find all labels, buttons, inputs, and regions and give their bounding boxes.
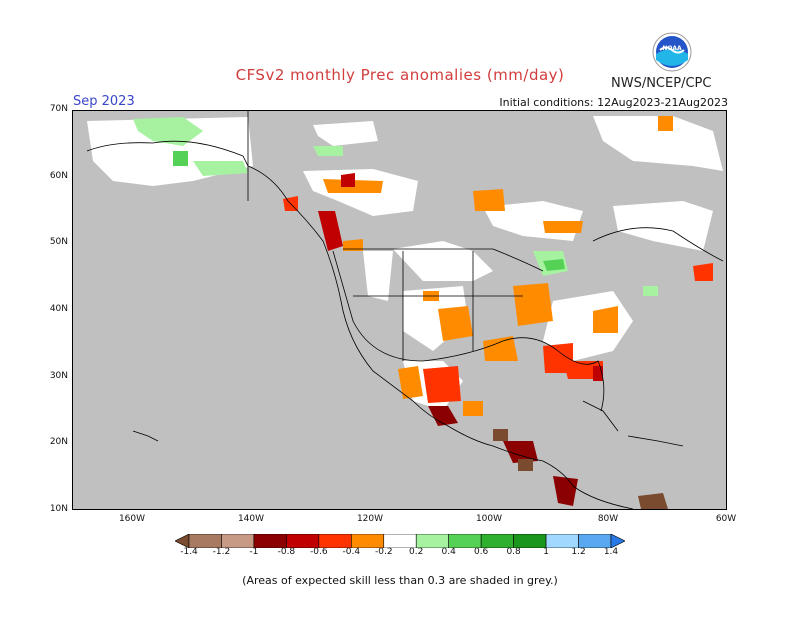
colorbar-tick-label: -1.2 bbox=[212, 547, 231, 557]
wet-medium-areas bbox=[173, 151, 565, 271]
lat-label-60n: 60N bbox=[49, 171, 68, 181]
colorbar-tick-label: 0.2 bbox=[409, 547, 424, 557]
colorbar-tick-label: -1 bbox=[249, 547, 259, 557]
dry-medium-areas bbox=[283, 196, 713, 403]
dry-brown-areas bbox=[493, 429, 668, 509]
colorbar-cell bbox=[188, 534, 222, 548]
colorbar-cell bbox=[318, 534, 352, 548]
dry-extreme-areas bbox=[428, 406, 578, 506]
colorbar-tick-label: -0.2 bbox=[374, 547, 393, 557]
colorbar-tick-label: 1.2 bbox=[571, 547, 586, 557]
coastlines bbox=[86, 111, 724, 509]
colorbar-tick-label: 1.4 bbox=[603, 547, 619, 557]
colorbar-tick-label: -1.4 bbox=[180, 547, 198, 557]
lon-label-120w: 120W bbox=[356, 514, 384, 524]
colorbar-cell bbox=[578, 534, 612, 548]
lat-label-30n: 30N bbox=[49, 371, 68, 381]
lon-label-100w: 100W bbox=[475, 514, 503, 524]
colorbar-tick-label: -0.4 bbox=[342, 547, 361, 557]
colorbar-cell bbox=[545, 534, 579, 548]
dry-light-areas bbox=[323, 116, 673, 416]
svg-text:NOAA: NOAA bbox=[662, 45, 682, 52]
colorbar-cell bbox=[383, 534, 417, 548]
colorbar-tick-label: 1 bbox=[543, 547, 549, 557]
lat-label-10n: 10N bbox=[49, 504, 68, 514]
colorbar-cell bbox=[480, 534, 514, 548]
colorbar-cell bbox=[286, 534, 320, 548]
colorbar-tick-label: 0.6 bbox=[473, 547, 489, 557]
noaa-logo-icon: NOAA bbox=[652, 32, 692, 72]
forecast-month: Sep 2023 bbox=[73, 94, 135, 109]
colorbar-cell bbox=[175, 534, 190, 548]
organization-label: NWS/NCEP/CPC bbox=[611, 76, 712, 91]
colorbar-cell bbox=[513, 534, 547, 548]
skill-footnote: (Areas of expected skill less than 0.3 a… bbox=[242, 574, 558, 587]
colorbar-cell bbox=[351, 534, 385, 548]
lat-label-20n: 20N bbox=[49, 437, 68, 447]
map-canvas bbox=[86, 111, 724, 509]
lat-label-70n: 70N bbox=[49, 104, 68, 114]
colorbar-tick-label: -0.8 bbox=[277, 547, 296, 557]
lon-label-160w: 160W bbox=[118, 514, 146, 524]
lat-label-50n: 50N bbox=[49, 237, 68, 247]
colorbar-cell bbox=[221, 534, 255, 548]
lon-label-60w: 60W bbox=[715, 514, 737, 524]
colorbar-tick-label: 0.8 bbox=[506, 547, 521, 557]
initial-conditions: Initial conditions: 12Aug2023-21Aug2023 bbox=[499, 96, 728, 109]
colorbar-cell bbox=[610, 534, 625, 548]
lat-label-40n: 40N bbox=[49, 304, 68, 314]
map-title: CFSv2 monthly Prec anomalies (mm/day) bbox=[235, 66, 565, 84]
colorbar-cell bbox=[415, 534, 449, 548]
colorbar-tick-label: 0.4 bbox=[441, 547, 456, 557]
colorbar-tick-label: -0.6 bbox=[310, 547, 328, 557]
dry-strong-areas bbox=[318, 173, 603, 381]
colorbar-cell bbox=[253, 534, 287, 548]
precip-anomaly-map bbox=[72, 110, 727, 510]
lon-label-80w: 80W bbox=[597, 514, 619, 524]
colorbar-cell bbox=[448, 534, 482, 548]
lon-label-140w: 140W bbox=[237, 514, 265, 524]
colorbar bbox=[175, 534, 625, 548]
